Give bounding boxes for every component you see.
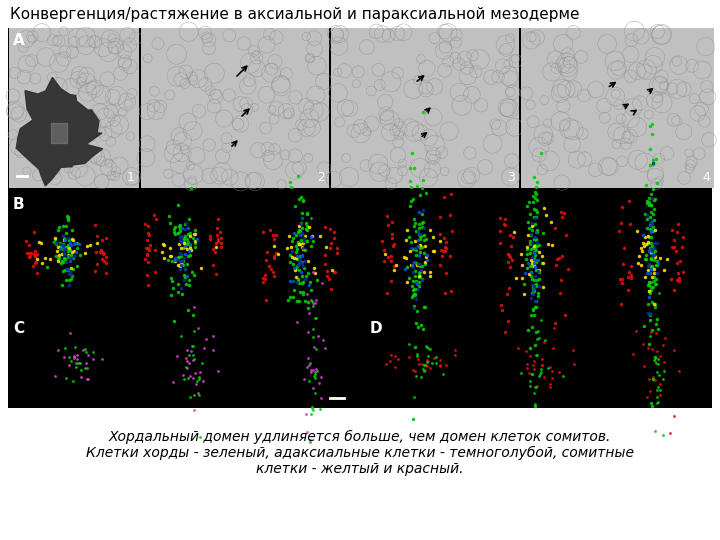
Bar (8, 28, 712, 408)
Text: 4: 4 (702, 171, 710, 184)
Text: Хордальный домен удлиняется больше, чем домен клеток сомитов.: Хордальный домен удлиняется больше, чем … (109, 430, 611, 444)
Text: Конвергенция/растяжение в аксиальной и параксиальной мезодерме: Конвергенция/растяжение в аксиальной и п… (10, 6, 580, 22)
Bar (521, 28, 714, 188)
Text: клетки - желтый и красный.: клетки - желтый и красный. (256, 462, 464, 476)
Text: C: C (13, 321, 24, 336)
Bar (331, 28, 519, 188)
Text: B: B (13, 197, 24, 212)
Text: 2: 2 (317, 171, 325, 184)
Bar (9, 28, 139, 188)
Text: D: D (370, 321, 382, 336)
Text: Клетки хорды - зеленый, адаксиальные клетки - темноголубой, сомитные: Клетки хорды - зеленый, адаксиальные кле… (86, 446, 634, 460)
Polygon shape (17, 78, 103, 186)
Text: A: A (13, 33, 24, 48)
Bar (141, 28, 329, 188)
Text: 3: 3 (507, 171, 515, 184)
Text: 1: 1 (127, 171, 135, 184)
